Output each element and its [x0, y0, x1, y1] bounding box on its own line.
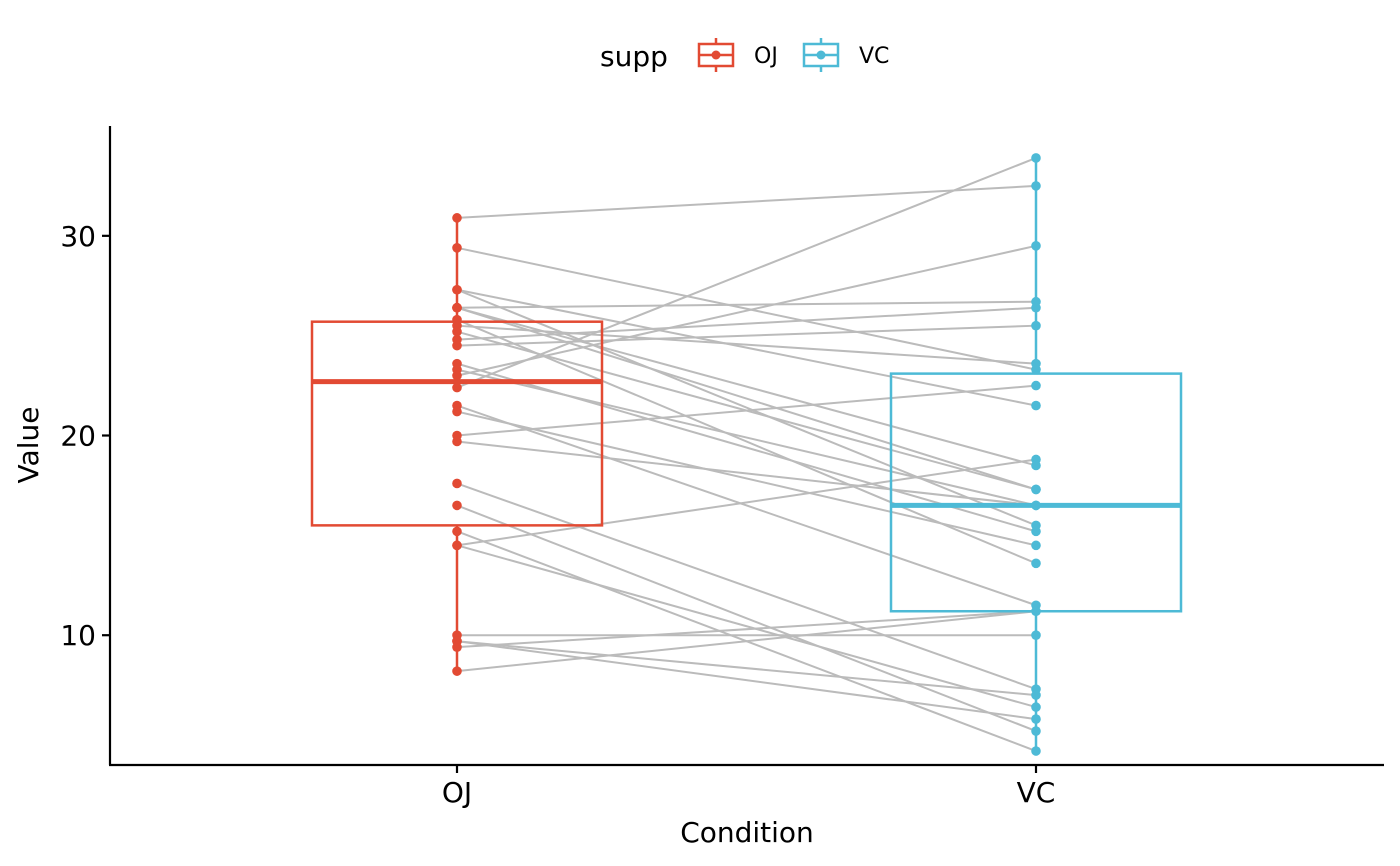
legend-label-vc: VC [859, 44, 889, 69]
y-ticks: 10 20 30 [60, 220, 110, 652]
legend-key-oj [697, 38, 735, 72]
legend-title: supp [600, 40, 668, 73]
data-point-vc [1031, 540, 1041, 551]
y-tick-label: 30 [60, 220, 96, 253]
data-point-oj [452, 500, 462, 511]
pair-line [456, 482, 1037, 691]
pair-line [456, 640, 1037, 697]
pair-line [456, 544, 1037, 709]
pair-line [456, 306, 1037, 491]
data-point-oj [452, 478, 462, 489]
pair-line [456, 610, 1037, 673]
pair-line [456, 324, 1037, 365]
data-point-oj [452, 334, 462, 345]
data-point-vc [1031, 690, 1041, 700]
x-ticks: OJ VC [442, 765, 1056, 809]
data-point-oj [452, 526, 462, 537]
data-point-oj [452, 358, 462, 369]
boxes [310, 320, 1183, 613]
pair-line [456, 300, 1037, 309]
data-point-oj [452, 213, 462, 223]
legend: supp OJ VC [600, 38, 889, 73]
pair-line [456, 410, 1037, 547]
pair-line [456, 640, 1037, 721]
data-point-oj [452, 243, 462, 253]
pair-line [456, 288, 1037, 407]
data-point-vc [1031, 484, 1041, 495]
data-point-oj [452, 430, 462, 441]
data-point-vc [1031, 460, 1041, 471]
pair-line [456, 504, 1037, 732]
pair-lines [456, 157, 1037, 752]
data-point-vc [1031, 746, 1041, 756]
data-point-vc [1031, 714, 1041, 724]
legend-label-oj: OJ [754, 44, 778, 69]
y-axis-title: Value [12, 407, 45, 484]
data-point-vc [1031, 400, 1041, 411]
pair-line [456, 610, 1037, 649]
data-point-vc [1031, 630, 1041, 641]
data-point-vc [1031, 241, 1041, 251]
data-point-vc [1031, 153, 1041, 163]
pair-line [456, 244, 1037, 377]
y-tick-label: 20 [60, 420, 96, 453]
y-tick-label: 10 [60, 619, 96, 652]
data-point-vc [1031, 500, 1041, 511]
data-point-oj [452, 284, 462, 295]
pair-line [456, 324, 1037, 347]
pair-line [456, 330, 1037, 491]
data-point-vc [1031, 296, 1041, 307]
data-point-oj [452, 636, 462, 646]
data-point-vc [1031, 364, 1041, 375]
x-tick-label: VC [1017, 776, 1056, 809]
pair-line [456, 306, 1037, 341]
data-point-oj [452, 540, 462, 551]
pair-line [456, 404, 1037, 607]
legend-key-vc [802, 38, 840, 72]
data-point-oj [452, 370, 462, 381]
pair-line [456, 288, 1037, 527]
data-point-vc [1031, 702, 1041, 712]
x-axis-title: Condition [680, 816, 814, 849]
data-point-vc [1031, 380, 1041, 391]
data-point-vc [1031, 558, 1041, 569]
data-point-oj [452, 382, 462, 393]
data-point-vc [1031, 726, 1041, 736]
points [452, 153, 1041, 756]
data-point-vc [1031, 320, 1041, 331]
pair-line [456, 246, 1037, 371]
data-point-oj [452, 406, 462, 417]
data-point-oj [452, 320, 462, 331]
data-point-oj [452, 302, 462, 313]
pair-line [456, 458, 1037, 547]
data-point-oj [452, 666, 462, 676]
data-point-vc [1031, 606, 1041, 617]
data-point-vc [1031, 181, 1041, 191]
data-point-vc [1031, 520, 1041, 531]
x-tick-label: OJ [442, 776, 472, 809]
pair-line [456, 368, 1037, 507]
pair-line [456, 157, 1037, 389]
pair-line [456, 184, 1037, 219]
axes [108, 126, 1384, 767]
pair-line [456, 440, 1037, 507]
